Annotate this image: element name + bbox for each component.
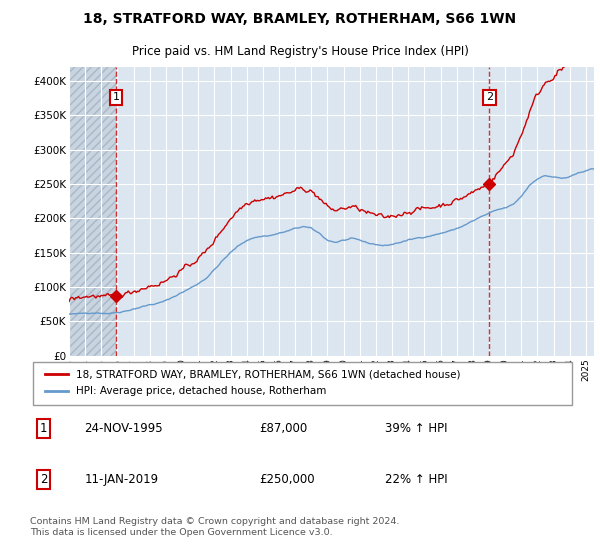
Text: 24-NOV-1995: 24-NOV-1995	[85, 422, 163, 435]
Text: 2: 2	[486, 92, 493, 102]
Text: Price paid vs. HM Land Registry's House Price Index (HPI): Price paid vs. HM Land Registry's House …	[131, 45, 469, 58]
FancyBboxPatch shape	[33, 362, 572, 405]
Text: 22% ↑ HPI: 22% ↑ HPI	[385, 473, 448, 486]
Text: 1: 1	[112, 92, 119, 102]
Text: Contains HM Land Registry data © Crown copyright and database right 2024.
This d: Contains HM Land Registry data © Crown c…	[30, 517, 400, 536]
Text: £87,000: £87,000	[259, 422, 308, 435]
Text: £250,000: £250,000	[259, 473, 315, 486]
Text: 18, STRATFORD WAY, BRAMLEY, ROTHERHAM, S66 1WN: 18, STRATFORD WAY, BRAMLEY, ROTHERHAM, S…	[83, 12, 517, 26]
Text: 39% ↑ HPI: 39% ↑ HPI	[385, 422, 448, 435]
Text: 1: 1	[40, 422, 47, 435]
Legend: 18, STRATFORD WAY, BRAMLEY, ROTHERHAM, S66 1WN (detached house), HPI: Average pr: 18, STRATFORD WAY, BRAMLEY, ROTHERHAM, S…	[41, 366, 465, 400]
Text: 2: 2	[40, 473, 47, 486]
Text: 11-JAN-2019: 11-JAN-2019	[85, 473, 159, 486]
